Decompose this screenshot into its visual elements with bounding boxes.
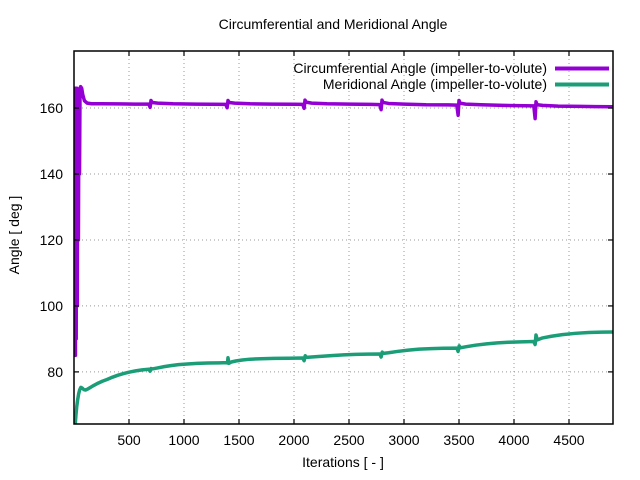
y-axis-label: Angle [ deg ]: [6, 196, 22, 275]
x-tick-label: 2000: [278, 432, 309, 448]
x-tick-label: 4500: [553, 432, 584, 448]
x-tick-label: 1000: [168, 432, 199, 448]
meridional-angle-line: [74, 330, 613, 424]
y-tick-label: 140: [40, 166, 64, 182]
x-tick-label: 3500: [443, 432, 474, 448]
x-tick-label: 1500: [223, 432, 254, 448]
y-tick-label: 160: [40, 100, 64, 116]
axis-tick-labels: 500 1000 1500 2000 2500 3000 3500 4000 4500 80 100…: [40, 100, 585, 448]
y-tick-label: 120: [40, 232, 64, 248]
axis-ticks: [74, 51, 613, 424]
x-tick-label: 3000: [388, 432, 419, 448]
y-tick-label: 80: [47, 364, 63, 380]
x-tick-label: 500: [117, 432, 141, 448]
legend: Circumferential Angle (impeller-to-volut…: [293, 60, 609, 92]
x-tick-label: 4000: [498, 432, 529, 448]
x-tick-label: 2500: [333, 432, 364, 448]
legend-label-circumferential: Circumferential Angle (impeller-to-volut…: [293, 60, 547, 76]
chart-title: Circumferential and Meridional Angle: [219, 16, 448, 32]
y-tick-label: 100: [40, 298, 64, 314]
series-lines: [74, 84, 613, 424]
circumferential-angle-line: [74, 84, 613, 358]
plot-frame: [73, 50, 614, 425]
x-axis-label: Iterations [ - ]: [302, 454, 384, 470]
legend-label-meridional: Meridional Angle (impeller-to-volute): [323, 76, 547, 92]
